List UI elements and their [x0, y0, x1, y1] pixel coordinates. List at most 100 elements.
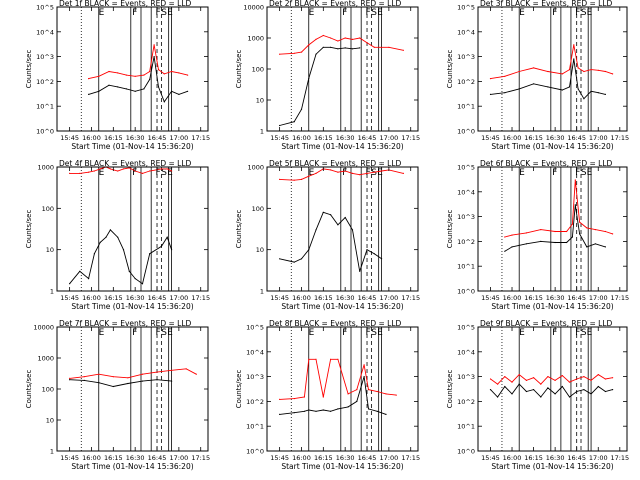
x-tick-label: 16:00 — [292, 454, 311, 462]
lld-data-point — [157, 69, 160, 71]
lld-data-point — [141, 373, 144, 375]
events-series-line — [490, 383, 613, 398]
lld-data-point — [561, 73, 563, 75]
x-tick-label: 16:30 — [126, 134, 145, 142]
lld-data-point — [337, 358, 339, 360]
x-tick-label: 16:15 — [104, 294, 123, 302]
plot-frame — [477, 6, 628, 132]
lld-data-point — [583, 70, 585, 73]
y-tick-label: 10^5 — [36, 4, 54, 12]
lld-data-point — [402, 49, 404, 51]
x-tick-label: 15:45 — [270, 294, 289, 302]
interval-letter: S — [161, 8, 167, 18]
lld-data-point — [576, 378, 578, 380]
interval-letter: F — [365, 328, 370, 338]
lld-data-point — [586, 227, 588, 229]
y-tick-label: 10^5 — [246, 324, 264, 332]
y-tick-label: 10^5 — [457, 324, 475, 332]
lld-data-point — [141, 172, 144, 174]
plot-frame — [477, 166, 628, 292]
y-tick-label: 100 — [252, 66, 264, 74]
lld-series-line — [69, 166, 172, 174]
lld-data-point — [366, 172, 368, 174]
events-data-point — [561, 89, 563, 91]
events-data-point — [69, 283, 71, 285]
lld-data-point — [356, 389, 358, 391]
lld-series-line — [279, 168, 404, 181]
lld-data-point — [388, 46, 390, 48]
lld-data-point — [511, 234, 513, 236]
lld-data-point — [134, 75, 136, 77]
lld-series-line — [490, 44, 613, 80]
x-tick-label: 16:15 — [314, 454, 333, 462]
y-tick-label: 10^0 — [457, 448, 475, 456]
events-data-point — [171, 249, 173, 251]
events-data-point — [279, 413, 281, 415]
y-tick-label: 10 — [46, 246, 54, 254]
events-data-point — [547, 86, 549, 88]
y-tick-label: 100 — [42, 205, 54, 213]
y-tick-label: 10^2 — [246, 398, 264, 406]
x-axis-label: Start Time (01-Nov-14 15:36:20) — [71, 302, 193, 311]
lld-data-point — [315, 358, 317, 360]
lld-data-point — [574, 179, 576, 181]
plot-frame — [266, 166, 419, 292]
panel-title: Det 9f BLACK = Events, RED = LLD — [480, 319, 613, 328]
lld-data-point — [330, 37, 332, 39]
interval-letter: E — [99, 8, 105, 18]
lld-data-point — [612, 233, 614, 235]
lld-data-point — [366, 42, 368, 44]
lld-data-point — [504, 236, 506, 238]
x-tick-label: 16:00 — [503, 294, 522, 302]
lld-data-point — [88, 171, 90, 173]
lld-data-point — [347, 393, 349, 395]
interval-letter: E — [377, 8, 383, 18]
x-tick-label: 16:30 — [336, 454, 355, 462]
events-data-point — [359, 47, 361, 49]
interval-letter: F — [575, 8, 580, 18]
lld-data-point — [156, 371, 158, 373]
lld-data-point — [597, 69, 599, 71]
events-data-point — [489, 389, 492, 391]
lld-data-point — [363, 364, 365, 366]
panel-title: Det 8f BLACK = Events, RED = LLD — [269, 319, 402, 328]
lld-data-point — [98, 75, 100, 77]
lld-data-point — [554, 379, 556, 381]
events-data-point — [322, 211, 324, 213]
events-data-point — [98, 382, 100, 384]
x-tick-label: 15:45 — [60, 454, 79, 462]
interval-letter: E — [167, 168, 173, 178]
events-data-point — [330, 410, 332, 412]
events-data-point — [568, 86, 571, 88]
events-data-point — [163, 101, 165, 103]
x-tick-label: 17:15 — [401, 454, 420, 462]
interval-letter: S — [371, 8, 377, 18]
interval-letter: E — [167, 328, 173, 338]
lld-data-point — [337, 40, 339, 42]
y-tick-label: 1000 — [37, 164, 54, 172]
events-data-point — [141, 380, 144, 382]
interval-letter: F — [342, 8, 347, 18]
events-series-line — [69, 229, 173, 285]
events-data-point — [568, 396, 571, 398]
events-data-point — [356, 400, 358, 402]
lld-series-line — [88, 44, 188, 80]
lld-data-point — [163, 73, 165, 75]
events-data-point — [385, 413, 387, 415]
y-tick-label: 10^2 — [457, 398, 475, 406]
events-data-point — [554, 393, 556, 395]
x-tick-label: 17:15 — [401, 294, 420, 302]
interval-letter: E — [519, 328, 525, 338]
lld-data-point — [367, 389, 370, 391]
events-data-point — [344, 47, 346, 49]
events-data-point — [504, 250, 506, 252]
events-data-point — [586, 246, 588, 248]
x-tick-label: 16:15 — [104, 454, 123, 462]
events-data-point — [351, 48, 354, 50]
x-tick-label: 16:15 — [524, 294, 543, 302]
events-data-point — [574, 204, 576, 206]
events-data-point — [604, 390, 607, 393]
y-tick-label: 10^5 — [457, 164, 475, 172]
y-tick-label: 10^1 — [457, 103, 475, 111]
